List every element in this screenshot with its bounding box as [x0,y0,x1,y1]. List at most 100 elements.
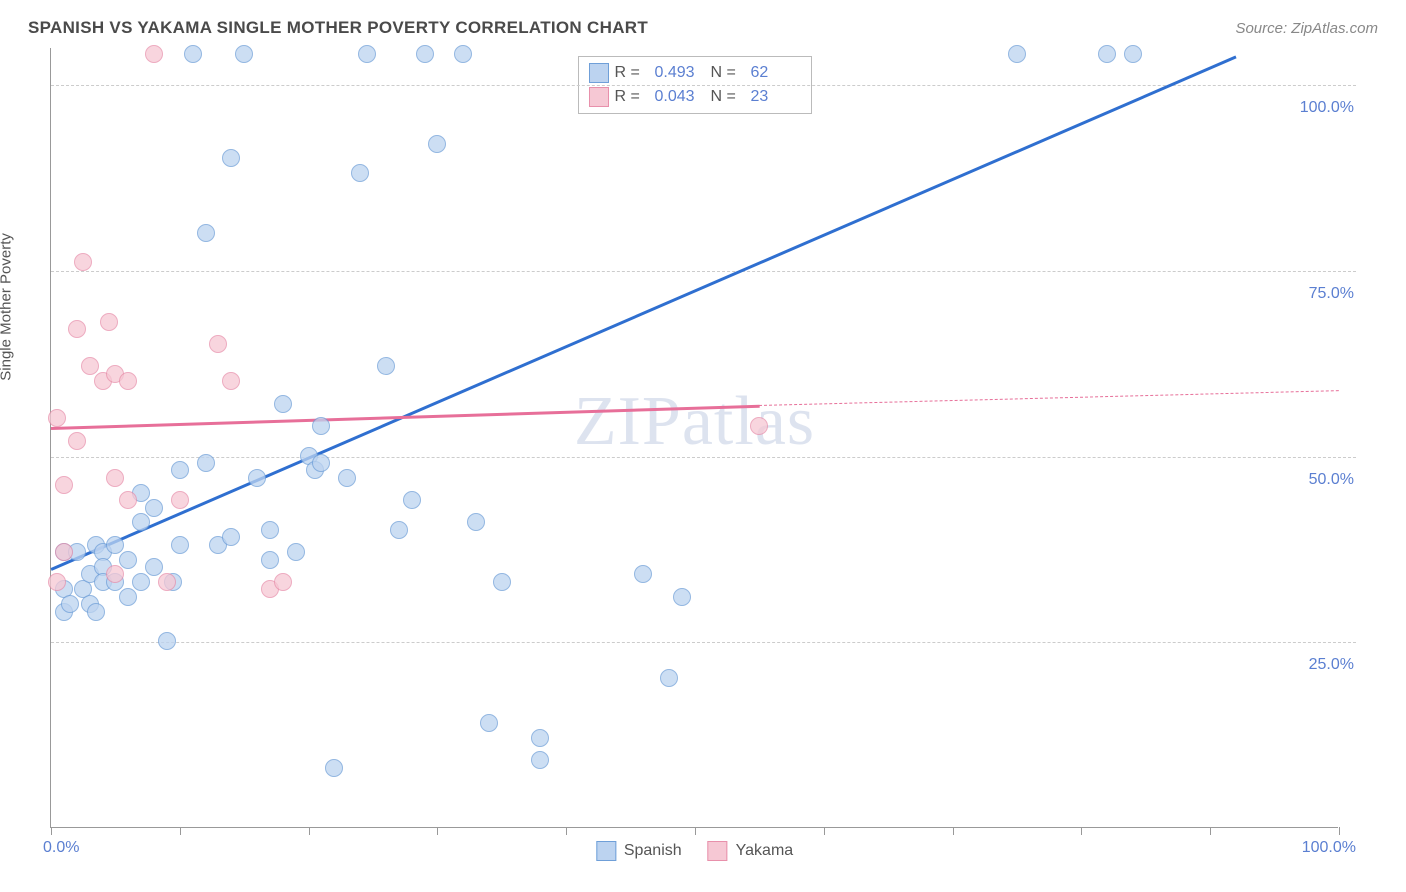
data-point [119,372,137,390]
data-point [119,588,137,606]
x-tick [51,827,52,835]
data-point [261,551,279,569]
legend-item: Yakama [708,841,794,861]
x-tick [824,827,825,835]
x-tick [953,827,954,835]
legend-r-value: 0.043 [655,88,705,106]
data-point [68,320,86,338]
legend-swatch [589,87,609,107]
data-point [261,521,279,539]
y-tick-label: 25.0% [1307,656,1356,674]
x-tick [1339,827,1340,835]
data-point [235,45,253,63]
data-point [454,45,472,63]
data-point [1124,45,1142,63]
data-point [673,588,691,606]
data-point [145,499,163,517]
plot-area: ZIPatlas R =0.493N =62R =0.043N =23 Span… [50,48,1338,828]
x-tick [695,827,696,835]
legend-swatch [708,841,728,861]
x-tick [437,827,438,835]
legend-stats-row: R =0.493N =62 [589,61,801,85]
trend-line [759,390,1339,406]
data-point [274,573,292,591]
gridline [51,457,1356,458]
data-point [480,714,498,732]
legend-r-label: R = [615,88,649,106]
data-point [222,149,240,167]
data-point [531,729,549,747]
legend-item: Spanish [596,841,682,861]
legend-label: Yakama [736,842,794,860]
data-point [68,432,86,450]
data-point [145,45,163,63]
data-point [61,595,79,613]
chart-source: Source: ZipAtlas.com [1235,20,1378,37]
data-point [55,476,73,494]
data-point [145,558,163,576]
legend-n-value: 23 [751,88,801,106]
data-point [222,528,240,546]
data-point [106,469,124,487]
watermark-text-b: atlas [682,383,815,460]
data-point [416,45,434,63]
data-point [312,417,330,435]
data-point [197,454,215,472]
y-tick-label: 50.0% [1307,471,1356,489]
chart-header: SPANISH VS YAKAMA SINGLE MOTHER POVERTY … [28,18,1378,38]
data-point [48,409,66,427]
legend-swatch [596,841,616,861]
data-point [222,372,240,390]
legend-stats-row: R =0.043N =23 [589,85,801,109]
data-point [158,632,176,650]
x-tick [180,827,181,835]
data-point [750,417,768,435]
data-point [55,543,73,561]
data-point [81,357,99,375]
data-point [87,603,105,621]
data-point [106,536,124,554]
data-point [358,45,376,63]
x-axis-end-label: 100.0% [1302,839,1356,857]
gridline [51,85,1356,86]
y-tick-label: 100.0% [1298,99,1356,117]
legend-label: Spanish [624,842,682,860]
data-point [158,573,176,591]
watermark-text-a: ZIP [574,383,682,460]
data-point [312,454,330,472]
legend-swatch [589,63,609,83]
data-point [209,335,227,353]
data-point [377,357,395,375]
watermark: ZIPatlas [574,382,815,462]
trend-line [51,405,759,430]
x-tick [1210,827,1211,835]
gridline [51,642,1356,643]
y-axis-label: Single Mother Poverty [0,233,15,381]
x-tick [566,827,567,835]
data-point [1098,45,1116,63]
data-point [106,565,124,583]
data-point [248,469,266,487]
data-point [119,491,137,509]
data-point [493,573,511,591]
data-point [100,313,118,331]
data-point [351,164,369,182]
data-point [660,669,678,687]
data-point [274,395,292,413]
data-point [634,565,652,583]
data-point [338,469,356,487]
legend-r-value: 0.493 [655,64,705,82]
data-point [48,573,66,591]
data-point [184,45,202,63]
legend-n-label: N = [711,64,745,82]
gridline [51,271,1356,272]
data-point [403,491,421,509]
data-point [171,491,189,509]
y-tick-label: 75.0% [1307,285,1356,303]
data-point [197,224,215,242]
data-point [325,759,343,777]
data-point [171,461,189,479]
data-point [119,551,137,569]
x-axis-start-label: 0.0% [43,839,79,857]
legend-r-label: R = [615,64,649,82]
